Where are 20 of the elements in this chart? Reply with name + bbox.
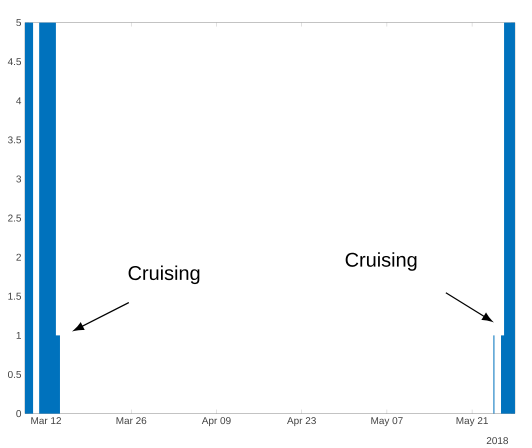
y-tick-label: 1	[16, 332, 21, 339]
y-tick-label: 2	[16, 254, 21, 261]
x-axis-title: 2018	[486, 437, 508, 444]
y-tick-label: 1.5	[8, 292, 22, 300]
x-tick-label: Apr 23	[287, 417, 316, 426]
x-tick-label: May 21	[456, 417, 488, 426]
y-tick-label: 0.5	[8, 370, 22, 378]
x-tick-label: Mar 26	[116, 417, 146, 424]
y-tick-label: 4.5	[8, 58, 22, 66]
y-tick-label: 2.5	[8, 214, 22, 222]
annotation: Cruising	[346, 252, 416, 271]
y-tick-label: 3	[16, 175, 22, 182]
x-tick-label: Mar 12	[31, 417, 62, 424]
annotation: Cruising	[128, 265, 200, 284]
y-tick-label: 4	[16, 97, 22, 104]
x-tick-label: Apr 09	[202, 417, 231, 426]
y-tick-label: 5	[16, 19, 22, 26]
x-tick-label: May 07	[371, 417, 403, 426]
y-tick-label: 0	[16, 410, 22, 418]
y-tick-label: 3.5	[8, 136, 22, 144]
